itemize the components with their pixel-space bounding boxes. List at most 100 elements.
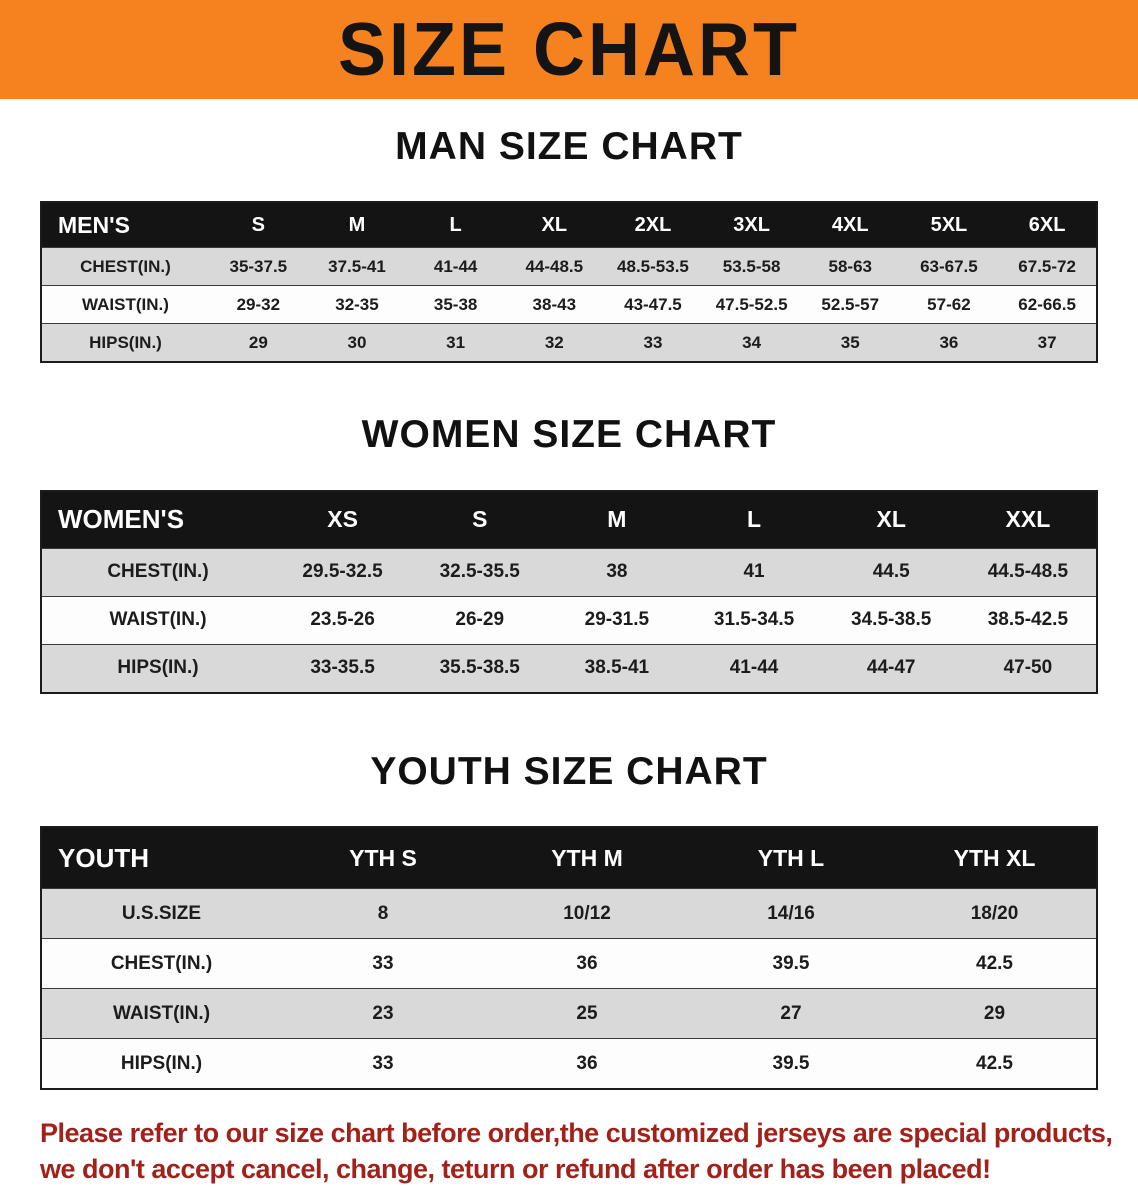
measurement-value-cell: 36 xyxy=(485,1038,689,1090)
men-chart-heading: MAN SIZE CHART xyxy=(395,125,743,168)
women-size-table: WOMEN'S XS S M L XL XXL CHEST(IN.) 29.5-32.5 32.5… xyxy=(40,489,1098,694)
size-column-header-cell: 5XL xyxy=(899,202,999,248)
measurement-value-cell: 29-31.5 xyxy=(548,595,686,645)
measurement-value-cell: 48.5-53.5 xyxy=(603,247,703,286)
measurement-value-cell: 14/16 xyxy=(689,888,893,939)
size-column-header-cell: YTH M xyxy=(485,827,689,889)
measurement-value-cell: 35.5-38.5 xyxy=(411,643,549,693)
measurement-value-cell: 41-44 xyxy=(406,247,505,286)
table-group-label-cell: YOUTH xyxy=(41,827,281,889)
men-size-chart-section: MAN SIZE CHART MEN'S S M L XL 2XL 3XL 4XL 5XL 6XL… xyxy=(0,125,1138,364)
table-header-row: WOMEN'S XS S M L XL XXL xyxy=(41,490,1097,549)
measurement-value-cell: 31.5-34.5 xyxy=(685,595,823,645)
size-chart-banner: SIZE CHART xyxy=(0,0,1138,99)
size-column-header-cell: L xyxy=(685,490,823,549)
table-row: HIPS(IN.) 33-35.5 35.5-38.5 38.5-41 41-44 44-… xyxy=(41,643,1097,693)
measurement-value-cell: 8 xyxy=(281,888,485,939)
disclaimer-line-1: Please refer to our size chart before or… xyxy=(40,1118,1113,1149)
measurement-label-cell: HIPS(IN.) xyxy=(41,323,209,363)
youth-chart-heading: YOUTH SIZE CHART xyxy=(370,749,768,793)
measurement-value-cell: 47.5-52.5 xyxy=(702,285,801,324)
measurement-value-cell: 29 xyxy=(209,323,308,363)
size-column-header-cell: YTH L xyxy=(689,827,893,889)
table-row: HIPS(IN.) 29 30 31 32 33 34 35 36 37 xyxy=(41,323,1097,363)
measurement-value-cell: 35-38 xyxy=(406,285,505,324)
measurement-value-cell: 26-29 xyxy=(411,595,549,645)
measurement-label-cell: HIPS(IN.) xyxy=(41,643,274,693)
size-column-header-cell: 3XL xyxy=(702,202,801,248)
measurement-value-cell: 67.5-72 xyxy=(998,247,1097,286)
measurement-value-cell: 18/20 xyxy=(893,888,1097,939)
measurement-value-cell: 44-48.5 xyxy=(504,247,604,286)
measurement-value-cell: 27 xyxy=(689,988,893,1039)
measurement-value-cell: 29.5-32.5 xyxy=(274,547,412,597)
measurement-value-cell: 58-63 xyxy=(800,247,900,286)
size-column-header-cell: 2XL xyxy=(603,202,703,248)
measurement-value-cell: 36 xyxy=(485,938,689,989)
measurement-value-cell: 44.5 xyxy=(822,547,960,597)
measurement-value-cell: 35-37.5 xyxy=(209,247,308,286)
size-column-header-cell: XS xyxy=(274,490,412,549)
table-row: U.S.SIZE 8 10/12 14/16 18/20 xyxy=(41,888,1097,939)
measurement-value-cell: 42.5 xyxy=(893,938,1097,989)
measurement-label-cell: WAIST(IN.) xyxy=(41,988,281,1039)
measurement-label-cell: WAIST(IN.) xyxy=(41,285,209,324)
table-row: WAIST(IN.) 23 25 27 29 xyxy=(41,988,1097,1039)
measurement-value-cell: 23 xyxy=(281,988,485,1039)
measurement-value-cell: 37.5-41 xyxy=(307,247,407,286)
measurement-value-cell: 32 xyxy=(504,323,604,363)
size-column-header-cell: XXL xyxy=(959,490,1097,549)
measurement-label-cell: WAIST(IN.) xyxy=(41,595,274,645)
measurement-label-cell: CHEST(IN.) xyxy=(41,247,209,286)
size-column-header-cell: YTH S xyxy=(281,827,485,889)
measurement-value-cell: 44-47 xyxy=(822,643,960,693)
measurement-value-cell: 30 xyxy=(307,323,407,363)
table-row: WAIST(IN.) 23.5-26 26-29 29-31.5 31.5-34.5 34… xyxy=(41,595,1097,645)
size-column-header-cell: XL xyxy=(504,202,604,248)
table-row: WAIST(IN.) 29-32 32-35 35-38 38-43 43-47.5 47.… xyxy=(41,285,1097,324)
table-row: CHEST(IN.) 29.5-32.5 32.5-35.5 38 41 44.5 44.5… xyxy=(41,547,1097,597)
measurement-value-cell: 37 xyxy=(998,323,1097,363)
measurement-label-cell: CHEST(IN.) xyxy=(41,938,281,989)
measurement-value-cell: 39.5 xyxy=(689,1038,893,1090)
measurement-label-cell: CHEST(IN.) xyxy=(41,547,274,597)
size-column-header-cell: L xyxy=(406,202,505,248)
size-column-header-cell: 6XL xyxy=(998,202,1097,248)
table-header-row: YOUTH YTH S YTH M YTH L YTH XL xyxy=(41,827,1097,889)
table-group-label-cell: WOMEN'S xyxy=(41,490,274,549)
youth-size-table: YOUTH YTH S YTH M YTH L YTH XL U.S.SIZE 8 10/12… xyxy=(40,826,1098,1091)
measurement-value-cell: 57-62 xyxy=(899,285,999,324)
table-header-row: MEN'S S M L XL 2XL 3XL 4XL 5XL 6XL xyxy=(41,202,1097,248)
size-column-header-cell: 4XL xyxy=(800,202,900,248)
measurement-value-cell: 33 xyxy=(281,1038,485,1090)
measurement-value-cell: 25 xyxy=(485,988,689,1039)
measurement-value-cell: 34.5-38.5 xyxy=(822,595,960,645)
size-column-header-cell: S xyxy=(209,202,308,248)
measurement-value-cell: 10/12 xyxy=(485,888,689,939)
youth-size-chart-section: YOUTH SIZE CHART YOUTH YTH S YTH M YTH L YTH… xyxy=(0,749,1138,1091)
measurement-value-cell: 38.5-41 xyxy=(548,643,686,693)
size-column-header-cell: M xyxy=(307,202,407,248)
disclaimer-line-2: we don't accept cancel, change, teturn o… xyxy=(40,1153,991,1184)
measurement-value-cell: 36 xyxy=(899,323,999,363)
measurement-value-cell: 38.5-42.5 xyxy=(959,595,1097,645)
measurement-value-cell: 38-43 xyxy=(504,285,604,324)
order-disclaimer: Please refer to our size chart before or… xyxy=(40,1116,1138,1187)
measurement-value-cell: 33 xyxy=(281,938,485,989)
measurement-value-cell: 35 xyxy=(800,323,900,363)
size-column-header-cell: S xyxy=(411,490,549,549)
measurement-value-cell: 33 xyxy=(603,323,703,363)
table-row: CHEST(IN.) 33 36 39.5 42.5 xyxy=(41,938,1097,989)
measurement-value-cell: 23.5-26 xyxy=(274,595,412,645)
measurement-value-cell: 34 xyxy=(702,323,801,363)
women-chart-heading: WOMEN SIZE CHART xyxy=(361,413,777,457)
measurement-value-cell: 31 xyxy=(406,323,505,363)
measurement-value-cell: 43-47.5 xyxy=(603,285,703,324)
measurement-value-cell: 47-50 xyxy=(959,643,1097,693)
measurement-value-cell: 62-66.5 xyxy=(998,285,1097,324)
table-row: CHEST(IN.) 35-37.5 37.5-41 41-44 44-48.5 48.5… xyxy=(41,247,1097,286)
measurement-value-cell: 41 xyxy=(685,547,823,597)
measurement-value-cell: 52.5-57 xyxy=(800,285,900,324)
measurement-value-cell: 29-32 xyxy=(209,285,308,324)
measurement-value-cell: 44.5-48.5 xyxy=(959,547,1097,597)
